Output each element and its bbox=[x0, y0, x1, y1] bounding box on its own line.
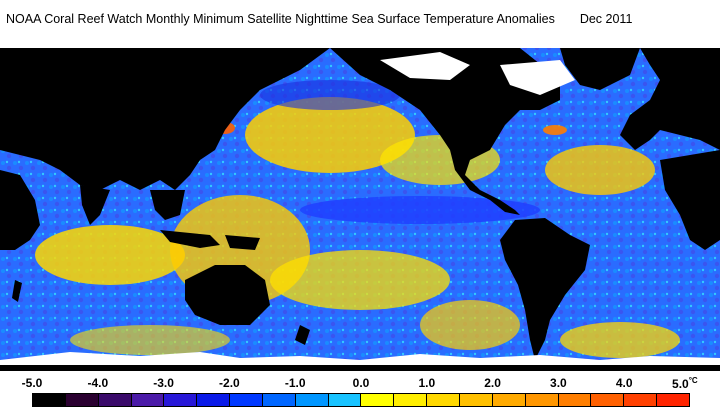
indian-ocean-warm-patch bbox=[35, 225, 185, 285]
colorbar-tick-label: 0.0 bbox=[352, 376, 370, 390]
hudson-bay-ice bbox=[500, 60, 575, 95]
new-zealand bbox=[295, 325, 310, 345]
title-text: NOAA Coral Reef Watch Monthly Minimum Sa… bbox=[6, 12, 555, 26]
indonesia bbox=[160, 230, 220, 248]
arctic-ice-edge bbox=[0, 40, 720, 48]
colorbar-swatch bbox=[591, 394, 625, 406]
colorbar-swatch bbox=[197, 394, 231, 406]
greenland bbox=[560, 48, 640, 90]
colorbar-tick-label: 4.0 bbox=[615, 376, 633, 390]
north-pacific-warm-patch bbox=[245, 97, 415, 173]
colorbar-unit: °C bbox=[688, 376, 698, 385]
sst-anomaly-map bbox=[0, 40, 720, 371]
land bbox=[0, 48, 720, 360]
colorbar-tick-label: -3.0 bbox=[153, 376, 174, 390]
gulf-stream-hot-spot bbox=[543, 125, 567, 135]
north-america bbox=[330, 48, 560, 215]
colorbar-swatch bbox=[427, 394, 460, 406]
colorbar-swatch bbox=[558, 394, 592, 406]
colorbar-tick-label: 1.0 bbox=[418, 376, 436, 390]
south-america bbox=[500, 218, 590, 360]
south-pacific-warm-patch-2 bbox=[420, 300, 520, 350]
africa-west bbox=[0, 170, 40, 250]
colorbar-swatch bbox=[624, 394, 658, 406]
colorbar-swatch bbox=[230, 394, 263, 406]
south-pacific-warm-patch bbox=[270, 250, 450, 310]
colorbar-tick-label: -5.0 bbox=[21, 376, 43, 390]
madagascar bbox=[12, 280, 22, 302]
map-title: NOAA Coral Reef Watch Monthly Minimum Sa… bbox=[0, 0, 720, 40]
colorbar-tick-label: 5.0°C bbox=[672, 376, 698, 391]
africa-east bbox=[660, 150, 720, 250]
colorbar-swatch bbox=[328, 394, 362, 406]
north-pacific-cool-patch bbox=[260, 80, 400, 110]
colorbar-tick-label: -2.0 bbox=[219, 376, 240, 390]
colorbar-swatch bbox=[65, 394, 99, 406]
tick-value: 5.0 bbox=[672, 377, 689, 391]
north-atlantic-warm-patch bbox=[545, 145, 655, 195]
colorbar-swatch bbox=[525, 394, 559, 406]
southern-ocean-warm-patch bbox=[70, 325, 230, 355]
colorbar-swatch bbox=[262, 394, 296, 406]
colorbar-swatch bbox=[164, 394, 198, 406]
colorbar-tick-label: -4.0 bbox=[87, 376, 109, 390]
colorbar-swatch bbox=[33, 394, 66, 406]
colorbar bbox=[32, 393, 690, 407]
eurasia-west bbox=[0, 48, 330, 190]
colorbar-swatch bbox=[98, 394, 132, 406]
title-date: Dec 2011 bbox=[579, 12, 633, 26]
colorbar-tick-label: 3.0 bbox=[550, 376, 567, 390]
colorbar-swatch bbox=[131, 394, 165, 406]
colorbar-swatch bbox=[459, 394, 493, 406]
antarctica bbox=[0, 365, 720, 371]
australia bbox=[185, 265, 270, 325]
colorbar-tick-label: 2.0 bbox=[484, 376, 501, 390]
colorbar-swatch bbox=[492, 394, 526, 406]
world-map bbox=[0, 40, 720, 371]
colorbar-swatch bbox=[394, 394, 428, 406]
colorbar-swatch bbox=[657, 394, 689, 406]
south-atlantic-warm-patch bbox=[560, 322, 680, 358]
colorbar-swatch bbox=[295, 394, 329, 406]
equatorial-cool-band bbox=[300, 196, 540, 224]
colorbar-tick-label: -1.0 bbox=[284, 376, 306, 390]
europe bbox=[620, 48, 720, 150]
new-guinea bbox=[225, 235, 260, 250]
arctic-ice-pacific bbox=[380, 52, 470, 80]
colorbar-labels: -5.0 -4.0 -3.0 -2.0 -1.0 0.0 1.0 2.0 3.0 4.0 5.0°C bbox=[0, 376, 720, 392]
colorbar-swatch bbox=[361, 394, 395, 406]
southeast-asia bbox=[150, 190, 185, 220]
india bbox=[80, 185, 110, 225]
